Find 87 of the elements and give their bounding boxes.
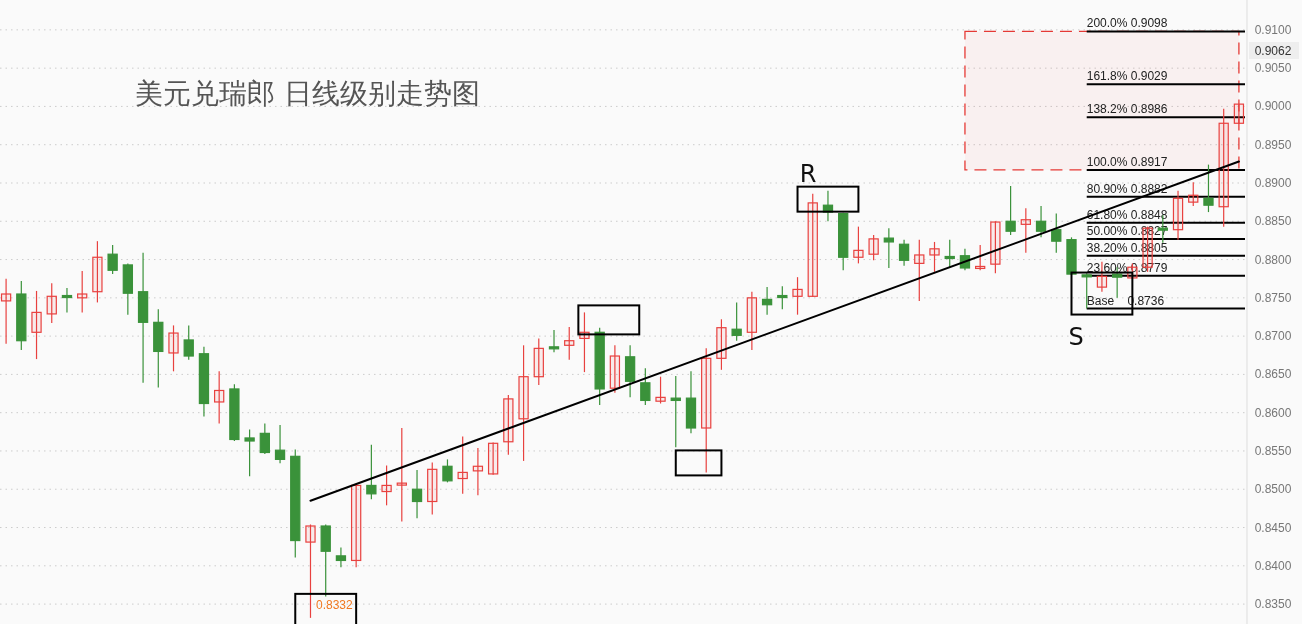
candlestick — [0, 278, 12, 345]
text: 0.9062 — [1254, 44, 1292, 58]
candlestick — [807, 193, 818, 298]
candlestick — [1035, 205, 1047, 238]
ref-line-label: 61.80% 0.8848 — [1086, 207, 1168, 222]
y-tick-label: 0.8700 — [1254, 329, 1292, 344]
candlestick — [107, 244, 118, 275]
candlestick — [457, 435, 468, 495]
candlestick — [1218, 108, 1229, 228]
candlestick — [670, 375, 681, 448]
candlestick — [168, 324, 179, 372]
candlestick — [777, 285, 788, 310]
y-tick-label: 0.8950 — [1254, 137, 1292, 152]
candlestick — [883, 227, 895, 269]
candlestick — [487, 441, 499, 476]
candlestick — [366, 444, 377, 500]
candlestick — [1020, 207, 1031, 254]
ref-line-label: 138.2% 0.8986 — [1086, 102, 1168, 117]
candlestick — [1203, 164, 1214, 213]
candlestick — [214, 370, 225, 424]
candlestick — [77, 270, 88, 313]
candlestick — [929, 241, 940, 273]
y-tick-label: 0.8400 — [1254, 558, 1292, 573]
candlestick — [1172, 190, 1184, 241]
y-tick-label: 0.9000 — [1254, 99, 1292, 114]
candlestick — [746, 291, 758, 351]
candlestick — [944, 239, 955, 268]
candlestick — [396, 427, 407, 522]
candlestick — [92, 240, 103, 304]
candlestick — [335, 546, 347, 568]
ref-line-label: 80.90% 0.8882 — [1086, 181, 1168, 196]
text: 美元兑瑞郎 日线级别走势图 — [135, 77, 480, 110]
ref-line-label: 200.0% 0.9098 — [1086, 16, 1168, 31]
candlestick — [914, 239, 925, 302]
y-tick-label: 0.8350 — [1254, 597, 1292, 612]
candlestick — [716, 318, 727, 371]
y-tick-label: 0.8450 — [1254, 520, 1292, 535]
candlestick — [1051, 213, 1062, 254]
y-tick-label: 0.8600 — [1254, 405, 1292, 420]
candlestick — [761, 286, 773, 316]
candlestick — [990, 220, 1001, 274]
y-tick-label: 0.8900 — [1254, 175, 1292, 190]
candlestick — [381, 464, 392, 506]
candlestick — [564, 326, 575, 361]
candlestick — [853, 226, 864, 264]
y-tick-label: 0.8800 — [1254, 252, 1292, 267]
annotation: R — [799, 160, 817, 188]
candlestick — [640, 367, 651, 406]
y-tick-label: 0.9050 — [1254, 61, 1292, 76]
candlestick — [533, 337, 544, 386]
ref-line-label: 161.8% 0.9029 — [1086, 69, 1168, 84]
candlestick — [46, 282, 57, 324]
candlestick — [975, 244, 986, 271]
y-tick-label: 0.8750 — [1254, 290, 1292, 305]
candlestick — [31, 290, 42, 360]
candlestick — [655, 376, 666, 405]
candlestick — [274, 424, 286, 464]
candlestick — [472, 447, 484, 496]
candlestick — [1233, 103, 1245, 125]
candlestick — [701, 347, 712, 473]
candlestick — [1005, 185, 1016, 236]
y-tick-label: 0.8850 — [1254, 214, 1292, 229]
candlestick — [518, 344, 529, 462]
candlestick — [350, 484, 362, 568]
candlestick — [305, 523, 316, 619]
y-tick-label: 0.9100 — [1254, 22, 1292, 37]
candlestick — [503, 394, 514, 456]
y-tick-label: 0.8500 — [1254, 482, 1292, 497]
candlestick — [244, 428, 255, 477]
candlestick — [609, 344, 621, 394]
y-tick-label: 0.8550 — [1254, 443, 1292, 458]
candlestick — [898, 239, 910, 267]
candlestick — [411, 469, 423, 519]
candlestick — [1188, 181, 1199, 207]
annotation: S — [1068, 323, 1084, 351]
candlestick — [868, 234, 879, 261]
candlestick — [792, 276, 803, 316]
annotation: 0.8332 — [316, 598, 354, 612]
candlestick — [61, 287, 73, 313]
candlestick — [548, 329, 560, 353]
ref-line-label: 100.0% 0.8917 — [1086, 154, 1168, 169]
y-tick-label: 0.8650 — [1254, 367, 1292, 382]
candlestick — [183, 324, 194, 361]
candlestick — [259, 422, 270, 455]
candlestick — [442, 458, 453, 483]
candlestick — [427, 461, 438, 516]
candlestick — [731, 301, 742, 342]
